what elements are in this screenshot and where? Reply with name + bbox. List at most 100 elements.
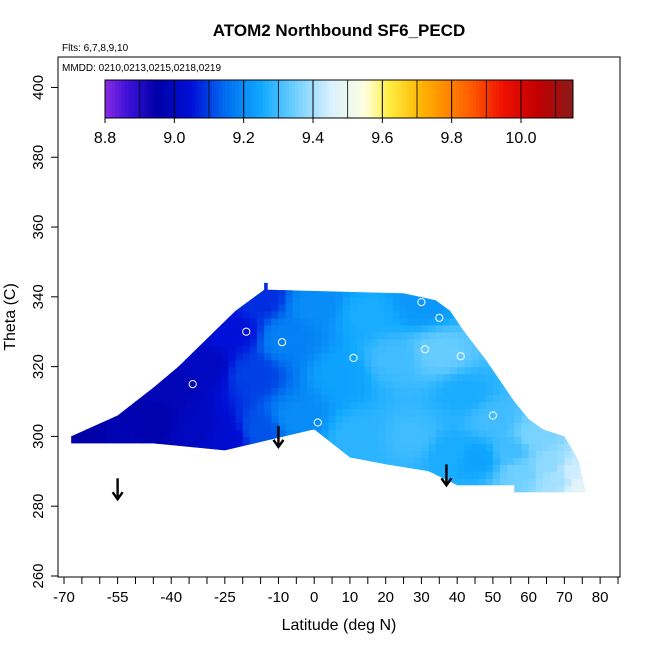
heatmap-cell: [514, 450, 522, 458]
heatmap-cell: [500, 359, 508, 368]
heatmap-cell: [228, 443, 237, 451]
heatmap-cell: [207, 401, 215, 410]
heatmap-cell: [156, 401, 165, 410]
heatmap-cell: [507, 457, 515, 465]
heatmap-cell: [164, 352, 172, 361]
heatmap-field: [71, 282, 586, 500]
heatmap-cell: [242, 457, 251, 465]
heatmap-cell: [292, 366, 301, 375]
heatmap-cell: [78, 485, 86, 493]
x-tick-label: 40: [449, 589, 466, 606]
colorbar-segment: [105, 80, 109, 118]
heatmap-cell: [257, 352, 265, 361]
heatmap-cell: [478, 443, 487, 451]
heatmap-cell: [535, 366, 544, 375]
heatmap-cell: [214, 443, 222, 451]
heatmap-cell: [78, 394, 86, 403]
heatmap-cell: [485, 401, 494, 410]
heatmap-cell: [292, 457, 301, 465]
heatmap-cell: [85, 415, 94, 424]
heatmap-cell: [421, 380, 430, 389]
heatmap-cell: [557, 324, 565, 333]
heatmap-cell: [450, 492, 458, 500]
heatmap-cell: [457, 352, 465, 361]
heatmap-cell: [321, 443, 329, 451]
heatmap-cell: [485, 415, 494, 424]
heatmap-cell: [171, 345, 179, 354]
heatmap-cell: [99, 289, 108, 298]
heatmap-cell: [457, 289, 465, 298]
heatmap-cell: [171, 436, 179, 444]
heatmap-cell: [321, 422, 329, 431]
heatmap-cell: [442, 443, 451, 451]
heatmap-cell: [564, 492, 572, 500]
heatmap-cell: [164, 443, 172, 451]
heatmap-cell: [335, 352, 344, 361]
heatmap-cell: [385, 422, 394, 431]
heatmap-cell: [378, 282, 387, 284]
x-tick-label: -25: [214, 589, 236, 606]
heatmap-cell: [442, 373, 451, 382]
heatmap-cell: [93, 492, 101, 500]
heatmap-cell: [550, 345, 558, 354]
heatmap-cell: [528, 450, 537, 458]
heatmap-cell: [349, 366, 358, 375]
heatmap-cell: [357, 303, 365, 312]
heatmap-cell: [450, 345, 458, 354]
colorbar-segment: [268, 80, 273, 118]
heatmap-cell: [342, 380, 351, 389]
colorbar-segment: [482, 80, 487, 118]
heatmap-cell: [557, 401, 565, 410]
heatmap-cell: [371, 478, 380, 486]
heatmap-cell: [185, 450, 194, 458]
heatmap-cell: [307, 429, 315, 437]
heatmap-cell: [335, 331, 344, 340]
heatmap-cell: [357, 387, 365, 396]
heatmap-cell: [264, 331, 272, 340]
heatmap-cell: [557, 443, 565, 451]
heatmap-cell: [228, 422, 237, 431]
heatmap-cell: [92, 331, 101, 340]
heatmap-cell: [321, 345, 329, 354]
heatmap-cell: [400, 345, 408, 354]
heatmap-cell: [392, 345, 401, 354]
heatmap-cell: [464, 429, 472, 437]
heatmap-cell: [307, 401, 315, 410]
heatmap-cell: [428, 366, 437, 375]
heatmap-cell: [207, 450, 215, 458]
heatmap-cell: [292, 380, 301, 389]
heatmap-cell: [500, 485, 508, 493]
colorbar-segment: [362, 80, 367, 118]
heatmap-cell: [321, 303, 329, 312]
heatmap-cell: [321, 429, 329, 437]
heatmap-cell: [514, 373, 522, 382]
heatmap-cell: [135, 422, 144, 431]
heatmap-cell: [228, 317, 237, 326]
heatmap-cell: [78, 415, 86, 424]
heatmap-cell: [514, 408, 522, 417]
heatmap-cell: [342, 387, 351, 396]
heatmap-cell: [150, 492, 158, 500]
heatmap-cell: [78, 401, 86, 410]
heatmap-cell: [249, 401, 258, 410]
heatmap-cell: [407, 478, 415, 486]
x-tick-label: 60: [520, 589, 537, 606]
heatmap-cell: [185, 359, 194, 368]
heatmap-cell: [428, 485, 437, 493]
heatmap-cell: [85, 380, 94, 389]
colorbar-segment: [459, 80, 464, 118]
heatmap-cell: [464, 394, 472, 403]
heatmap-cell: [457, 380, 465, 389]
heatmap-cell: [528, 485, 537, 493]
heatmap-cell: [521, 289, 530, 298]
heatmap-cell: [371, 289, 380, 298]
heatmap-cell: [135, 359, 144, 368]
heatmap-cell: [492, 289, 501, 298]
heatmap-cell: [271, 387, 279, 396]
heatmap-cell: [71, 401, 79, 410]
heatmap-cell: [314, 282, 322, 291]
heatmap-cell: [450, 401, 458, 410]
heatmap-cell: [471, 331, 480, 340]
heatmap-cell: [450, 317, 458, 326]
heatmap-cell: [464, 310, 472, 319]
